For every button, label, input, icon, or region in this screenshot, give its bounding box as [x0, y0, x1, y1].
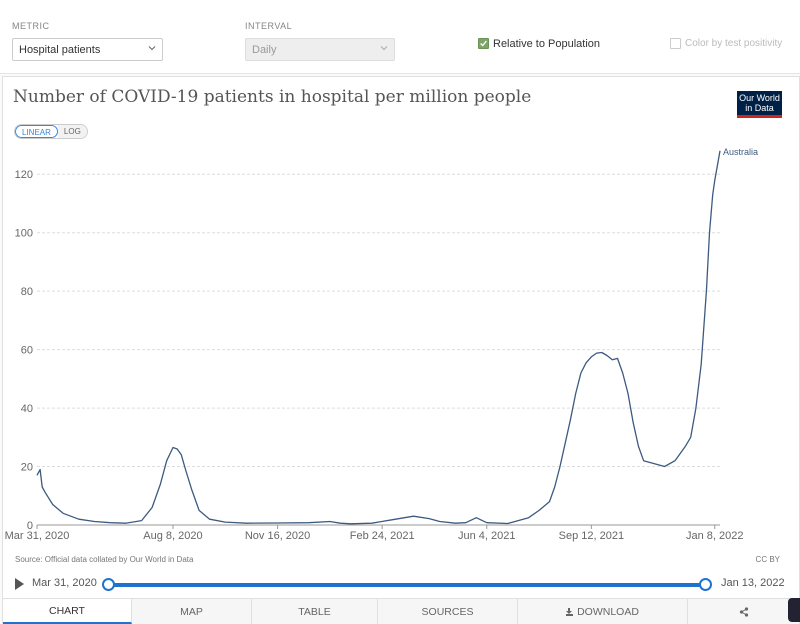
- y-tick-label: 100: [15, 228, 33, 240]
- relative-to-population-checkbox[interactable]: [478, 38, 489, 49]
- tab-map[interactable]: MAP: [132, 599, 252, 624]
- y-tick-label: 60: [21, 345, 33, 357]
- tab-table[interactable]: TABLE: [252, 599, 378, 624]
- y-tick-label: 80: [21, 286, 33, 298]
- color-by-positivity-checkbox[interactable]: [670, 38, 681, 49]
- tab-share[interactable]: [688, 599, 799, 624]
- tab-bar: CHART MAP TABLE SOURCES DOWNLOAD: [3, 598, 799, 624]
- x-tick-label: Nov 16, 2020: [245, 530, 310, 542]
- y-tick-label: 20: [21, 462, 33, 474]
- logo-line-2: in Data: [745, 103, 774, 113]
- download-icon: [566, 607, 574, 616]
- x-tick-label: Feb 24, 2021: [350, 530, 415, 542]
- interval-select[interactable]: Daily: [245, 38, 395, 61]
- y-tick-label: 0: [27, 520, 33, 532]
- timeline-track[interactable]: [108, 583, 706, 587]
- x-tick-label: Sep 12, 2021: [559, 530, 624, 542]
- logo-line-1: Our World: [739, 93, 780, 103]
- y-tick-label: 120: [15, 169, 33, 181]
- x-tick-label: Jan 8, 2022: [686, 530, 744, 542]
- chat-widget-icon[interactable]: [788, 598, 800, 622]
- controls-bar: METRIC Hospital patients INTERVAL Daily …: [0, 0, 800, 74]
- series-line-australia: [36, 150, 721, 525]
- tab-sources[interactable]: SOURCES: [378, 599, 518, 624]
- chart-card: Number of COVID-19 patients in hospital …: [2, 76, 800, 624]
- line-chart: 0 20 40 60 80 100 120 Mar 31, 2020 Aug 8, 2020 No…: [5, 147, 758, 542]
- relative-to-population-label[interactable]: Relative to Population: [493, 38, 601, 50]
- timeline-end-handle[interactable]: [699, 578, 712, 591]
- scale-log-button[interactable]: LOG: [57, 125, 87, 138]
- tab-download-label: DOWNLOAD: [577, 605, 639, 618]
- metric-value: Hospital patients: [19, 44, 101, 56]
- scale-linear-button[interactable]: LINEAR: [15, 125, 58, 138]
- timeline-end-label: Jan 13, 2022: [721, 577, 785, 589]
- timeline-start-handle[interactable]: [102, 578, 115, 591]
- source-note: Source: Official data collated by Our Wo…: [15, 555, 194, 564]
- x-tick-label: Aug 8, 2020: [143, 530, 202, 542]
- x-tick-label: Mar 31, 2020: [5, 530, 70, 542]
- y-tick-label: 40: [21, 403, 33, 415]
- series-label: Australia: [723, 147, 758, 157]
- interval-label: INTERVAL: [245, 21, 293, 31]
- tab-download[interactable]: DOWNLOAD: [518, 599, 688, 624]
- checkmark-icon: [480, 40, 487, 47]
- chevron-down-icon: [380, 46, 388, 51]
- timeline-start-label: Mar 31, 2020: [32, 577, 97, 589]
- scale-toggle[interactable]: LINEAR LOG: [14, 124, 88, 139]
- interval-value: Daily: [252, 44, 277, 56]
- tab-chart[interactable]: CHART: [3, 599, 132, 624]
- license-link[interactable]: CC BY: [755, 555, 780, 564]
- chart-title: Number of COVID-19 patients in hospital …: [13, 87, 532, 107]
- chevron-down-icon: [148, 46, 156, 51]
- color-by-positivity-label[interactable]: Color by test positivity: [685, 38, 783, 49]
- metric-select[interactable]: Hospital patients: [12, 38, 163, 61]
- timeline: Mar 31, 2020 Jan 13, 2022: [3, 572, 799, 596]
- share-icon: [739, 606, 748, 617]
- play-icon[interactable]: [15, 578, 24, 590]
- x-tick-label: Jun 4, 2021: [458, 530, 516, 542]
- metric-label: METRIC: [12, 21, 50, 31]
- owid-logo[interactable]: Our World in Data: [737, 91, 782, 118]
